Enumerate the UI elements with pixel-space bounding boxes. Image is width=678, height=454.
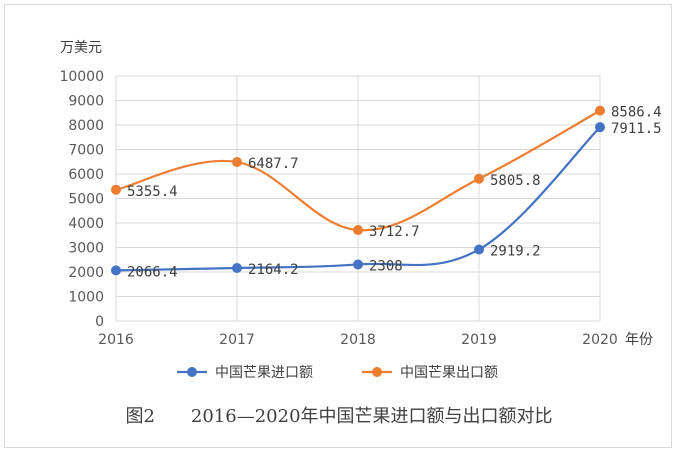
data-label: 2919.2 xyxy=(490,243,541,259)
y-axis-label: 万美元 xyxy=(60,40,102,56)
y-tick-label: 9000 xyxy=(68,94,104,110)
data-point xyxy=(595,122,605,133)
data-point xyxy=(353,259,363,270)
x-tick-label: 2020 xyxy=(582,332,618,348)
data-label: 5355.4 xyxy=(127,184,178,200)
x-tick-label: 2018 xyxy=(340,332,376,348)
y-tick-labels: 0 1000 2000 3000 4000 5000 6000 7000 8000 9000 100… xyxy=(59,69,104,330)
y-tick-label: 7000 xyxy=(68,143,104,159)
figure-caption: 图2 2016—2020年中国芒果进口额与出口额对比 xyxy=(125,406,553,427)
data-label: 2066.4 xyxy=(127,264,178,280)
series-group: 2066.4 2164.2 2308 2919.2 7911.5 5355.4 6487.7… xyxy=(111,105,662,280)
legend-label: 中国芒果进口额 xyxy=(215,365,313,381)
data-label: 2164.2 xyxy=(248,262,299,278)
data-point xyxy=(232,157,242,168)
y-tick-label: 1000 xyxy=(68,290,104,306)
data-label: 6487.7 xyxy=(248,156,299,172)
x-axis-label: 年份 xyxy=(625,332,653,348)
x-tick-labels: 2016 2017 2018 2019 2020 xyxy=(98,332,618,348)
data-point xyxy=(111,184,121,195)
legend-marker xyxy=(187,367,197,377)
data-point xyxy=(353,225,363,236)
legend-marker xyxy=(372,367,382,377)
legend-label: 中国芒果出口额 xyxy=(400,365,498,381)
data-point xyxy=(595,105,605,116)
y-tick-label: 8000 xyxy=(68,118,104,134)
y-tick-label: 4000 xyxy=(68,216,104,232)
y-tick-label: 2000 xyxy=(68,265,104,281)
data-label: 7911.5 xyxy=(611,121,662,137)
data-point xyxy=(232,262,242,273)
y-tick-label: 0 xyxy=(95,314,104,330)
data-label: 5805.8 xyxy=(490,173,541,189)
x-tick-label: 2019 xyxy=(461,332,497,348)
legend: 中国芒果进口额 中国芒果出口额 xyxy=(177,365,498,381)
x-tick-label: 2016 xyxy=(98,332,134,348)
data-point xyxy=(474,244,484,255)
data-point xyxy=(111,265,121,276)
y-tick-label: 3000 xyxy=(68,241,104,257)
data-label: 2308 xyxy=(369,258,403,274)
y-tick-label: 5000 xyxy=(68,192,104,208)
gridlines xyxy=(115,75,601,322)
data-point xyxy=(474,173,484,184)
y-tick-label: 10000 xyxy=(59,69,104,85)
data-label: 3712.7 xyxy=(369,224,420,240)
x-tick-label: 2017 xyxy=(219,332,255,348)
y-tick-label: 6000 xyxy=(68,167,104,183)
data-label: 8586.4 xyxy=(611,105,662,121)
